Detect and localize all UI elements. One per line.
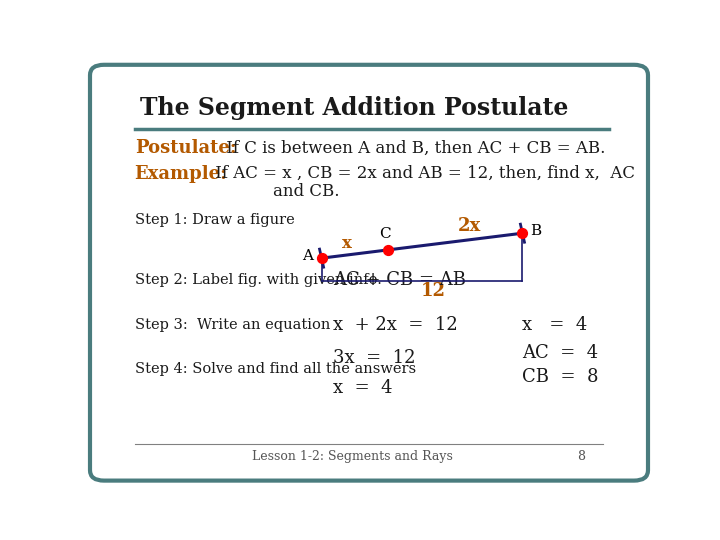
Text: 3x  =  12: 3x = 12 bbox=[333, 349, 415, 367]
Text: AC  =  4: AC = 4 bbox=[523, 343, 598, 362]
Text: AC + CB = AB: AC + CB = AB bbox=[333, 271, 466, 289]
Text: x   =  4: x = 4 bbox=[523, 316, 588, 334]
Text: If AC = x , CB = 2x and AB = 12, then, find x,  AC: If AC = x , CB = 2x and AB = 12, then, f… bbox=[210, 165, 635, 182]
Text: 2x: 2x bbox=[457, 217, 481, 235]
Text: Step 2: Label fig. with given info.: Step 2: Label fig. with given info. bbox=[135, 273, 382, 287]
Text: B: B bbox=[530, 224, 541, 238]
Text: and CB.: and CB. bbox=[210, 183, 339, 200]
Text: If C is between A and B, then AC + CB = AB.: If C is between A and B, then AC + CB = … bbox=[221, 139, 606, 157]
Point bbox=[382, 246, 394, 254]
Text: CB  =  8: CB = 8 bbox=[523, 368, 599, 387]
Text: 8: 8 bbox=[577, 450, 585, 463]
Text: Lesson 1-2: Segments and Rays: Lesson 1-2: Segments and Rays bbox=[252, 450, 453, 463]
Text: Step 4: Solve and find all the answers: Step 4: Solve and find all the answers bbox=[135, 362, 415, 376]
Text: x  =  4: x = 4 bbox=[333, 379, 392, 397]
Text: Step 3:  Write an equation: Step 3: Write an equation bbox=[135, 318, 330, 332]
Point bbox=[316, 254, 328, 262]
Text: C: C bbox=[379, 227, 391, 241]
Text: A: A bbox=[302, 249, 313, 263]
Text: x: x bbox=[342, 235, 351, 252]
Text: Step 1: Draw a figure: Step 1: Draw a figure bbox=[135, 213, 294, 227]
Text: The Segment Addition Postulate: The Segment Addition Postulate bbox=[140, 97, 569, 120]
Text: Postulate:: Postulate: bbox=[135, 139, 236, 157]
Text: Example:: Example: bbox=[135, 165, 228, 183]
Text: x  + 2x  =  12: x + 2x = 12 bbox=[333, 316, 457, 334]
Text: 12: 12 bbox=[420, 282, 446, 300]
FancyBboxPatch shape bbox=[90, 65, 648, 481]
Point bbox=[517, 229, 528, 238]
